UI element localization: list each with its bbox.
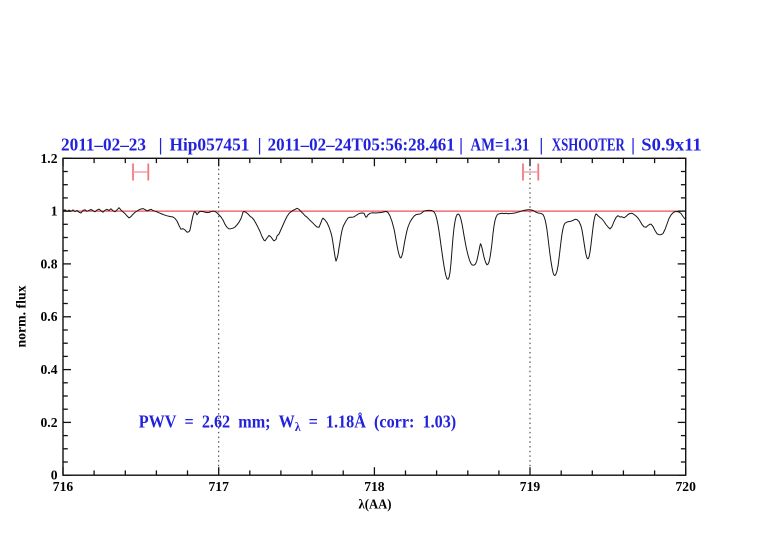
svg-text:2011–02–23|Hip057451|2011–02–2: 2011–02–23 | Hip057451 | 2011–02–24T05:56:28…	[61, 135, 702, 155]
svg-text:719: 719	[520, 479, 541, 494]
svg-text:716: 716	[53, 479, 74, 494]
svg-text:0: 0	[51, 468, 58, 483]
svg-text:0.4: 0.4	[41, 362, 58, 377]
svg-text:0.2: 0.2	[41, 415, 58, 430]
svg-text:717: 717	[209, 479, 230, 494]
svg-text:norm. flux: norm. flux	[14, 285, 29, 347]
svg-text:720: 720	[676, 479, 697, 494]
svg-text:0.8: 0.8	[41, 256, 58, 271]
svg-text:0.6: 0.6	[41, 309, 58, 324]
svg-text:λ(AA): λ(AA)	[359, 497, 392, 512]
svg-text:718: 718	[364, 479, 385, 494]
svg-text:1: 1	[51, 204, 58, 219]
svg-text:PWV = 2.62 mm; Wλ = 1.18: PWV = 2.62 mm; Wλ = 1.18Å (corr: 1.03)	[139, 412, 457, 434]
svg-text:1.2: 1.2	[41, 151, 58, 166]
